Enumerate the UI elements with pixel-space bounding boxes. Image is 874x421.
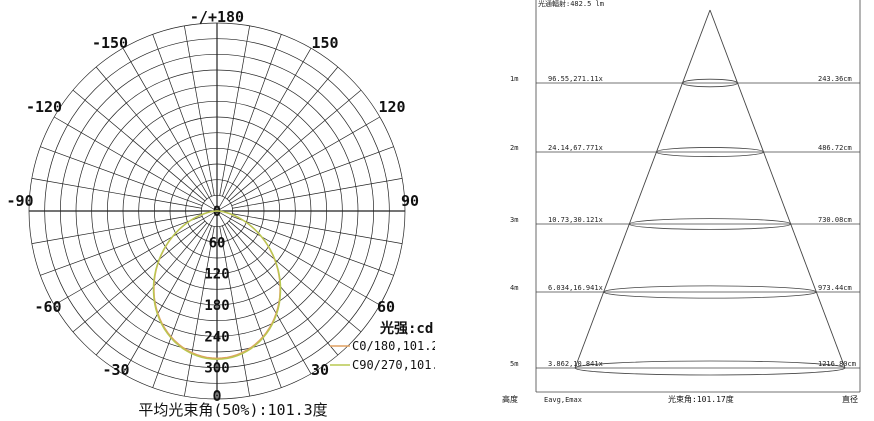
radial-tick-label: 60: [209, 235, 226, 251]
grid-spoke: [184, 26, 214, 196]
legend-label: C90/270,101.3°: [352, 358, 435, 372]
diameter-label: 243.36cm: [818, 75, 852, 83]
angle-label: 30: [311, 361, 329, 379]
diameter-label: 1216.80cm: [818, 360, 856, 368]
illuminance-cone-chart: 光通輻射:482.5 lm 1m 96.55,271.11x 243.36cm 2m 24…: [500, 0, 874, 421]
grid-spoke: [232, 178, 402, 208]
grid-spoke: [96, 67, 207, 199]
grid-spoke: [220, 26, 250, 196]
angle-label: -60: [34, 298, 61, 316]
angle-label: -30: [102, 361, 129, 379]
diameter-label: 730.08cm: [818, 216, 852, 224]
cone-side-right: [710, 10, 845, 368]
radial-tick-label: 300: [204, 361, 229, 377]
grid-spoke: [229, 90, 361, 201]
grid-spoke: [96, 223, 207, 355]
angle-label: 150: [311, 34, 338, 52]
angle-label: 90: [401, 192, 419, 210]
radial-tick-label: 180: [204, 298, 229, 314]
height-label: 1m: [510, 75, 518, 83]
angle-label: -90: [6, 192, 33, 210]
grid-spoke: [227, 223, 338, 355]
angle-label: -/+180: [190, 8, 244, 26]
column-height-header: 高度: [502, 394, 518, 404]
column-diameter-header: 直径: [842, 394, 858, 404]
radial-tick-label: 240: [204, 329, 229, 345]
illuminance-label: 96.55,271.11x: [548, 75, 603, 83]
illuminance-label: 6.034,16.941x: [548, 284, 603, 292]
angle-label: 60: [377, 298, 395, 316]
height-label: 4m: [510, 284, 518, 292]
angle-label: 120: [378, 98, 405, 116]
grid-spoke: [73, 90, 205, 201]
diameter-label: 486.72cm: [818, 144, 852, 152]
radial-tick-label: 0: [213, 204, 221, 220]
illuminance-label: 24.14,67.771x: [548, 144, 603, 152]
cone-title: 光通輻射:482.5 lm: [538, 0, 604, 8]
height-label: 5m: [510, 360, 518, 368]
angle-label: -150: [92, 34, 128, 52]
diameter-label: 973.44cm: [818, 284, 852, 292]
grid-spoke: [229, 221, 361, 332]
grid-spoke: [227, 67, 338, 199]
radial-tick-label: 120: [204, 267, 229, 283]
column-beam-header: 光束角:101.17度: [668, 394, 734, 404]
legend-label: C0/180,101.2°: [352, 339, 435, 353]
polar-intensity-chart: -/+180 -150 150 -120 120 -90 90 -60 60 -30 300 0 60 1…: [0, 0, 435, 421]
grid-spoke: [232, 214, 402, 244]
illuminance-label: 10.73,30.121x: [548, 216, 603, 224]
height-label: 2m: [510, 144, 518, 152]
cone-side-left: [575, 10, 710, 368]
beam-angle-caption: 平均光束角(50%):101.3度: [138, 401, 327, 419]
illuminance-label: 3.862,10.841x: [548, 360, 603, 368]
angle-label: -120: [26, 98, 62, 116]
column-illum-header: Eavg,Emax: [544, 396, 582, 404]
height-label: 3m: [510, 216, 518, 224]
grid-spoke: [73, 221, 205, 332]
grid-spoke: [32, 214, 202, 244]
grid-spoke: [32, 178, 202, 208]
radial-unit-label: 光强:cd: [379, 320, 433, 337]
